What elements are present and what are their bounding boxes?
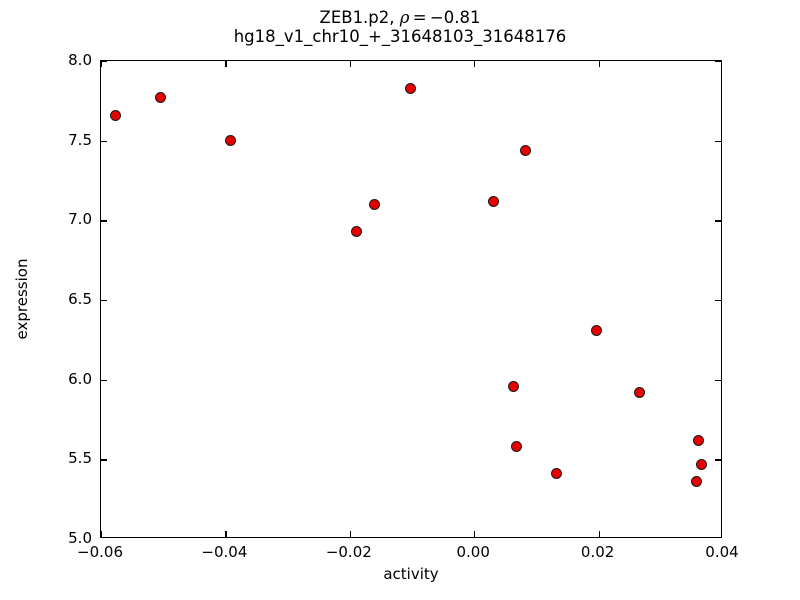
x-axis-tick-label: −0.06 — [77, 543, 123, 561]
chart-title-block: ZEB1.p2, ρ = −0.81 hg18_v1_chr10_+_31648… — [0, 8, 800, 47]
y-axis-tick-label: 7.5 — [68, 130, 92, 149]
x-axis-tick-label: 0.04 — [705, 543, 739, 561]
x-axis-tick-top — [101, 61, 103, 67]
y-axis-tick — [101, 61, 107, 63]
data-point — [520, 144, 532, 156]
x-axis-tick — [101, 531, 103, 537]
x-axis-tick-label: −0.04 — [201, 543, 248, 561]
y-axis-tick-label: 6.5 — [68, 290, 92, 308]
y-axis-tick — [101, 300, 107, 302]
data-point — [691, 476, 703, 488]
data-point — [633, 386, 645, 398]
chart-title-value: = −0.81 — [409, 8, 481, 27]
y-axis-tick-right — [715, 140, 721, 142]
data-point — [510, 441, 522, 453]
plot-frame — [100, 60, 722, 538]
x-axis-tick — [474, 531, 476, 537]
x-axis-label: activity — [383, 565, 439, 583]
y-axis-tick — [101, 459, 107, 461]
data-point — [224, 135, 236, 147]
x-axis-tick — [598, 531, 600, 537]
x-axis-tick-top — [349, 61, 352, 67]
data-point — [550, 468, 562, 480]
x-axis-tick-label: −0.02 — [325, 543, 372, 561]
data-point — [405, 82, 417, 94]
data-point — [109, 109, 121, 121]
rho-symbol: ρ — [399, 8, 410, 27]
y-axis-tick-label: 5.0 — [68, 529, 92, 547]
x-axis-tick-top — [225, 61, 227, 67]
y-axis-tick — [101, 140, 107, 142]
data-point — [155, 92, 167, 104]
data-point — [487, 195, 499, 207]
y-axis-tick-label: 8.0 — [68, 51, 92, 69]
data-point — [692, 434, 704, 446]
x-axis-tick-top — [474, 61, 476, 67]
y-axis-tick — [101, 379, 107, 381]
chart-title: ZEB1.p2, ρ = −0.81 — [0, 8, 800, 27]
data-point — [696, 458, 708, 470]
y-axis-tick-label: 7.0 — [68, 210, 92, 229]
data-point — [591, 324, 603, 336]
y-axis-tick-right — [715, 220, 721, 222]
y-axis-tick-right — [715, 61, 721, 63]
y-axis-tick-right — [715, 459, 721, 461]
chart-title-prefix: ZEB1.p2, — [319, 8, 400, 27]
y-axis-tick-right — [715, 300, 721, 302]
x-axis-tick — [349, 531, 352, 537]
chart-subtitle: hg18_v1_chr10_+_31648103_31648176 — [233, 27, 567, 47]
y-axis-label: expression — [13, 258, 31, 340]
x-axis-tick-label: 0.00 — [456, 543, 490, 561]
y-axis-tick-label: 6.0 — [68, 369, 92, 388]
x-axis-tick-label: 0.02 — [580, 543, 615, 561]
x-axis-tick-top — [598, 61, 600, 67]
y-axis-tick-right — [715, 379, 721, 381]
y-axis-tick — [101, 220, 107, 222]
plot-area — [101, 61, 721, 537]
data-point — [368, 198, 380, 210]
data-point — [350, 225, 362, 237]
x-axis-tick — [225, 531, 227, 537]
data-point — [507, 380, 519, 392]
y-axis-tick-label: 5.5 — [68, 449, 92, 468]
